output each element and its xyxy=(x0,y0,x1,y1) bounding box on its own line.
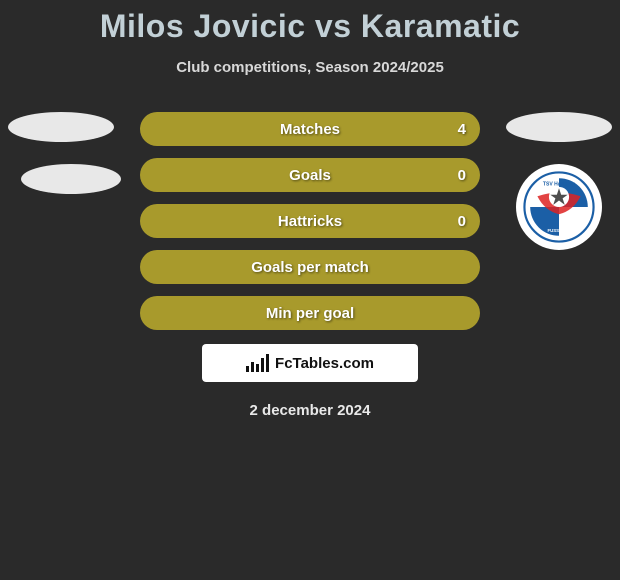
footer-site-text: FcTables.com xyxy=(275,355,374,372)
stat-label: Goals xyxy=(289,167,331,184)
stat-value-right: 4 xyxy=(458,121,466,138)
stat-row-hattricks: Hattricks 0 xyxy=(0,204,620,238)
date-text: 2 december 2024 xyxy=(0,402,620,419)
stat-bar: Matches 4 xyxy=(140,112,480,146)
stat-label: Hattricks xyxy=(278,213,342,230)
chart-bars-icon xyxy=(246,354,269,372)
stats-area: TSV Hartberg FUSSBALL Matches 4 Goals 0 … xyxy=(0,112,620,330)
stat-label: Matches xyxy=(280,121,340,138)
stat-value-right: 0 xyxy=(458,213,466,230)
stat-row-matches: Matches 4 xyxy=(0,112,620,146)
stat-row-goals: Goals 0 xyxy=(0,158,620,192)
stat-bar: Min per goal xyxy=(140,296,480,330)
stat-bar: Hattricks 0 xyxy=(140,204,480,238)
stat-label: Min per goal xyxy=(266,305,354,322)
stat-bar: Goals 0 xyxy=(140,158,480,192)
stat-label: Goals per match xyxy=(251,259,369,276)
page-title: Milos Jovicic vs Karamatic xyxy=(0,0,620,45)
footer-badge[interactable]: FcTables.com xyxy=(202,344,418,382)
stat-row-goals-per-match: Goals per match xyxy=(0,250,620,284)
stat-value-right: 0 xyxy=(458,167,466,184)
subtitle: Club competitions, Season 2024/2025 xyxy=(0,59,620,76)
stat-bar: Goals per match xyxy=(140,250,480,284)
stat-row-min-per-goal: Min per goal xyxy=(0,296,620,330)
